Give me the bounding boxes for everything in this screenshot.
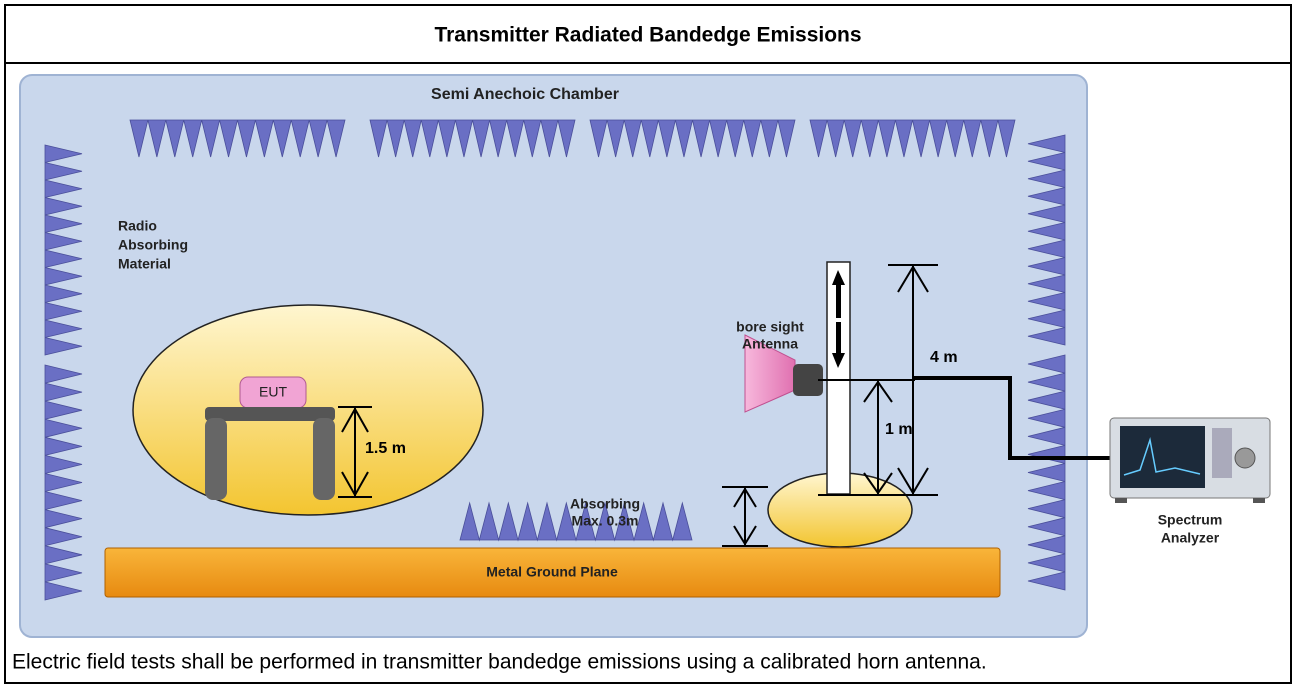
ground-plane-label: Metal Ground Plane: [486, 564, 618, 580]
antenna-label: bore sight: [736, 319, 804, 335]
absorber-label: Material: [118, 256, 171, 272]
arrow-down: [832, 322, 845, 368]
analyzer-label: Spectrum: [1158, 512, 1223, 528]
title: Transmitter Radiated Bandedge Emissions: [434, 24, 861, 47]
absorber: [44, 364, 83, 601]
absorber: [1027, 134, 1066, 346]
table-leg: [205, 418, 227, 500]
analyzer-label: Analyzer: [1161, 530, 1220, 546]
mast-dimensions: [818, 264, 938, 496]
chamber-label: Semi Anechoic Chamber: [431, 86, 619, 103]
absorber: [369, 119, 576, 158]
absorber-dimension: [722, 486, 768, 547]
eut-label: EUT: [259, 384, 287, 400]
absorber: [589, 119, 796, 158]
spectrum-analyzer: [1109, 417, 1271, 503]
cable: [913, 376, 1112, 460]
absorber: [129, 119, 346, 158]
absorber: [809, 119, 1016, 158]
eut-dimension: [338, 406, 372, 498]
absorber: [44, 144, 83, 356]
ground-plane: [104, 547, 1001, 598]
mast-max: 4 m: [930, 349, 958, 366]
absorber: [1027, 354, 1066, 591]
absorber-label: Absorbing: [118, 237, 188, 253]
absorber: [459, 501, 693, 542]
absorber-label: Radio: [118, 218, 157, 234]
table-top: [205, 407, 335, 421]
arrow-up: [832, 270, 845, 318]
table-leg: [313, 418, 335, 500]
floor-absorber-label: Max. 0.3m: [572, 513, 639, 529]
antenna-connector: [793, 364, 823, 396]
antenna-label: Antenna: [742, 336, 798, 352]
absorbers: [44, 119, 1066, 601]
floor-absorber-label: Absorbing: [570, 496, 640, 512]
caption: Electric field tests shall be performed …: [12, 651, 987, 674]
mast-min: 1 m: [885, 421, 913, 438]
eut-height: 1.5 m: [365, 440, 406, 457]
